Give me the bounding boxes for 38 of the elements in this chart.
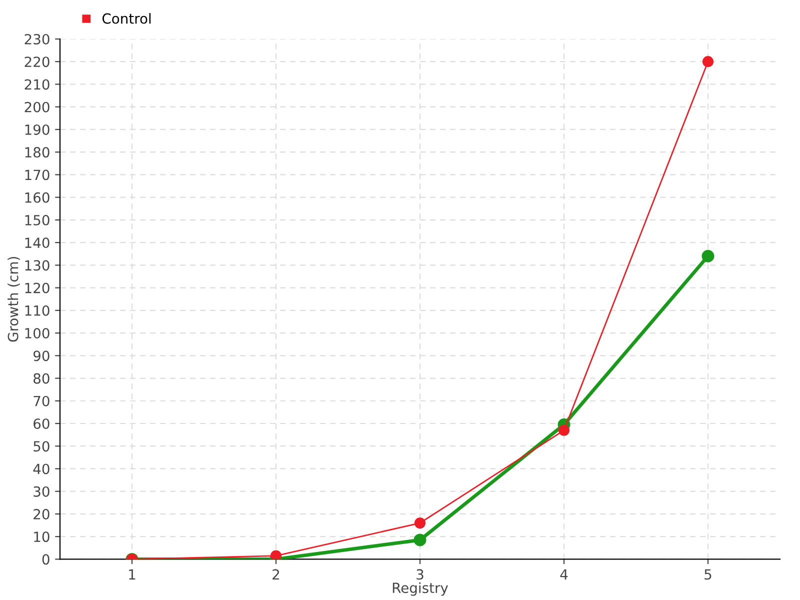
point xyxy=(414,517,426,529)
y-tick-label: 70 xyxy=(34,396,50,406)
legend-label: Control xyxy=(102,13,151,24)
y-tick-label: 170 xyxy=(25,170,50,180)
y-tick-label: 180 xyxy=(25,147,50,158)
point xyxy=(558,424,570,436)
y-tick-label: 110 xyxy=(25,305,50,316)
x-tick-label: 4 xyxy=(560,569,568,580)
y-tick-label: 120 xyxy=(25,282,50,294)
y-tick-label: 90 xyxy=(33,350,50,362)
y-tick-label: 100 xyxy=(25,328,50,338)
y-tick-label: 150 xyxy=(25,214,50,226)
point xyxy=(702,56,714,68)
y-tick-label: 190 xyxy=(25,124,50,135)
y-tick-label: 20 xyxy=(34,508,50,520)
y-tick-label: 40 xyxy=(33,464,50,474)
y-tick-label: 50 xyxy=(34,441,50,452)
x-axis-title: Registry xyxy=(392,582,448,596)
y-tick-label: 220 xyxy=(24,56,50,68)
point xyxy=(270,550,282,560)
y-tick-label: 0 xyxy=(42,554,50,565)
x-tick-label: 3 xyxy=(416,569,424,580)
point xyxy=(414,534,426,546)
y-tick-label: 140 xyxy=(25,238,50,248)
y-tick-label: 130 xyxy=(25,260,50,271)
y-tick-label: 160 xyxy=(25,192,50,203)
x-tick-label: 5 xyxy=(704,569,712,580)
y-axis-title: Growth (cm) xyxy=(8,256,20,342)
y-tick-label: 30 xyxy=(34,486,50,497)
point xyxy=(702,250,714,262)
x-tick-label: 2 xyxy=(272,569,280,580)
y-tick-label: 10 xyxy=(34,532,50,542)
x-tick-label: 1 xyxy=(129,569,136,580)
y-tick-label: 60 xyxy=(34,418,50,429)
y-tick-label: 80 xyxy=(34,373,50,384)
y-tick-label: 230 xyxy=(24,34,50,44)
y-tick-label: 210 xyxy=(24,79,50,90)
y-tick-label: 200 xyxy=(24,102,50,112)
